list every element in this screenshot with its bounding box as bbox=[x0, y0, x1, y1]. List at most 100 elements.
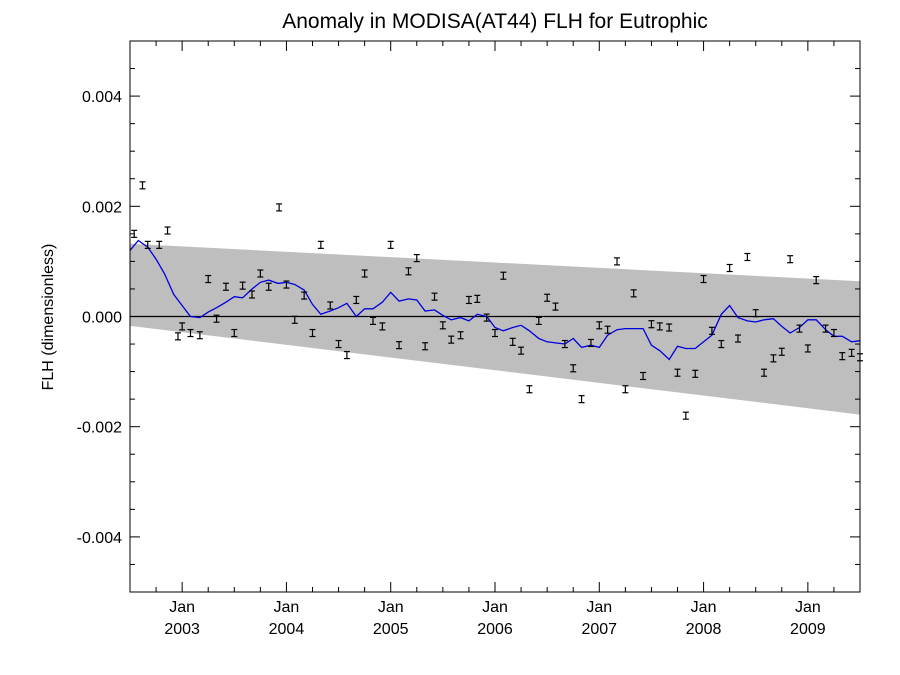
y-tick-label: -0.004 bbox=[77, 530, 122, 547]
data-point bbox=[179, 322, 186, 331]
chart-title: Anomaly in MODISA(AT44) FLH for Eutrophi… bbox=[282, 10, 708, 33]
data-point bbox=[734, 334, 741, 343]
data-point bbox=[457, 331, 464, 340]
data-point bbox=[770, 354, 777, 363]
data-point bbox=[500, 271, 507, 280]
x-tick-label-year: 2003 bbox=[164, 621, 200, 638]
data-point bbox=[570, 364, 577, 373]
data-point bbox=[796, 324, 803, 333]
data-point bbox=[343, 350, 350, 360]
data-point bbox=[239, 281, 246, 290]
data-point bbox=[144, 240, 151, 249]
data-point bbox=[744, 252, 751, 262]
x-tick-label-month: Jan bbox=[378, 599, 404, 616]
data-point bbox=[196, 331, 203, 340]
data-point bbox=[682, 411, 689, 420]
data-point bbox=[474, 294, 481, 303]
data-point bbox=[213, 314, 220, 323]
x-tick-label-year: 2005 bbox=[373, 621, 409, 638]
data-point bbox=[552, 302, 559, 311]
y-tick-label: 0.004 bbox=[82, 89, 122, 106]
data-point bbox=[561, 339, 568, 349]
data-point bbox=[509, 337, 516, 346]
axes-layer: 0.004 0.002 0.000 -0.002 -0.004 Jan 2003 Jan 200… bbox=[77, 40, 861, 638]
data-point bbox=[317, 240, 324, 249]
data-point bbox=[648, 320, 655, 329]
data-point bbox=[465, 295, 472, 305]
data-point bbox=[222, 282, 229, 291]
data-point bbox=[379, 322, 386, 331]
x-tick-label-month: Jan bbox=[691, 599, 717, 616]
data-point bbox=[526, 385, 533, 394]
x-tick-label-year: 2004 bbox=[269, 621, 305, 638]
data-point bbox=[396, 341, 403, 350]
data-point bbox=[139, 181, 146, 190]
data-point bbox=[448, 335, 455, 344]
data-point bbox=[335, 339, 342, 349]
data-point bbox=[640, 371, 647, 381]
data-point bbox=[164, 226, 171, 235]
data-point bbox=[205, 274, 212, 284]
data-point bbox=[708, 326, 715, 335]
x-tick-label-year: 2008 bbox=[686, 621, 722, 638]
data-point bbox=[848, 348, 855, 357]
data-point bbox=[587, 338, 594, 348]
data-point bbox=[276, 203, 283, 212]
data-point bbox=[231, 328, 238, 338]
x-tick-label-month: Jan bbox=[169, 599, 195, 616]
data-point bbox=[283, 280, 290, 289]
y-tick-label: 0.000 bbox=[82, 310, 122, 327]
y-tick-label: -0.002 bbox=[77, 420, 122, 437]
data-point bbox=[265, 282, 272, 291]
data-point bbox=[257, 269, 264, 278]
data-point bbox=[327, 301, 334, 310]
anomaly-line-layer bbox=[129, 239, 861, 361]
x-tick-label-year: 2006 bbox=[477, 621, 513, 638]
data-point bbox=[604, 325, 611, 334]
y-tick-label: 0.002 bbox=[82, 199, 122, 216]
data-point bbox=[700, 274, 707, 284]
data-point bbox=[361, 269, 368, 278]
data-point bbox=[622, 385, 629, 394]
data-point bbox=[630, 289, 637, 298]
data-point bbox=[535, 316, 542, 326]
x-tick-label-month: Jan bbox=[795, 599, 821, 616]
data-point bbox=[692, 369, 699, 378]
data-point bbox=[813, 276, 820, 285]
data-point bbox=[761, 368, 768, 377]
data-point bbox=[578, 395, 585, 404]
data-point bbox=[439, 321, 446, 330]
x-tick-label-year: 2007 bbox=[581, 621, 617, 638]
data-point bbox=[483, 313, 490, 322]
data-point bbox=[518, 346, 525, 355]
data-point bbox=[187, 328, 194, 338]
data-point bbox=[752, 309, 759, 318]
data-point bbox=[301, 291, 308, 300]
data-point bbox=[413, 253, 420, 263]
data-point bbox=[422, 342, 429, 351]
data-point bbox=[830, 328, 837, 338]
x-tick-label-month: Jan bbox=[586, 599, 612, 616]
x-tick-label-month: Jan bbox=[482, 599, 508, 616]
data-point bbox=[369, 316, 376, 326]
data-point bbox=[726, 263, 733, 273]
x-tick-label-year: 2009 bbox=[790, 621, 826, 638]
data-point bbox=[249, 290, 256, 299]
data-point bbox=[656, 322, 663, 331]
data-point bbox=[674, 368, 681, 377]
data-point bbox=[291, 315, 298, 324]
data-point bbox=[666, 323, 673, 332]
anomaly-line bbox=[129, 239, 861, 361]
data-point bbox=[405, 267, 412, 276]
data-point bbox=[309, 328, 316, 338]
y-axis-label: FLH (dimensionless) bbox=[40, 244, 57, 391]
data-point bbox=[174, 332, 181, 341]
data-point bbox=[353, 295, 360, 305]
data-point bbox=[718, 339, 725, 349]
data-point bbox=[492, 328, 498, 338]
x-tick-label-month: Jan bbox=[274, 599, 300, 616]
data-point bbox=[787, 255, 794, 264]
errorbar-points-layer bbox=[131, 181, 863, 420]
data-point bbox=[544, 293, 551, 302]
